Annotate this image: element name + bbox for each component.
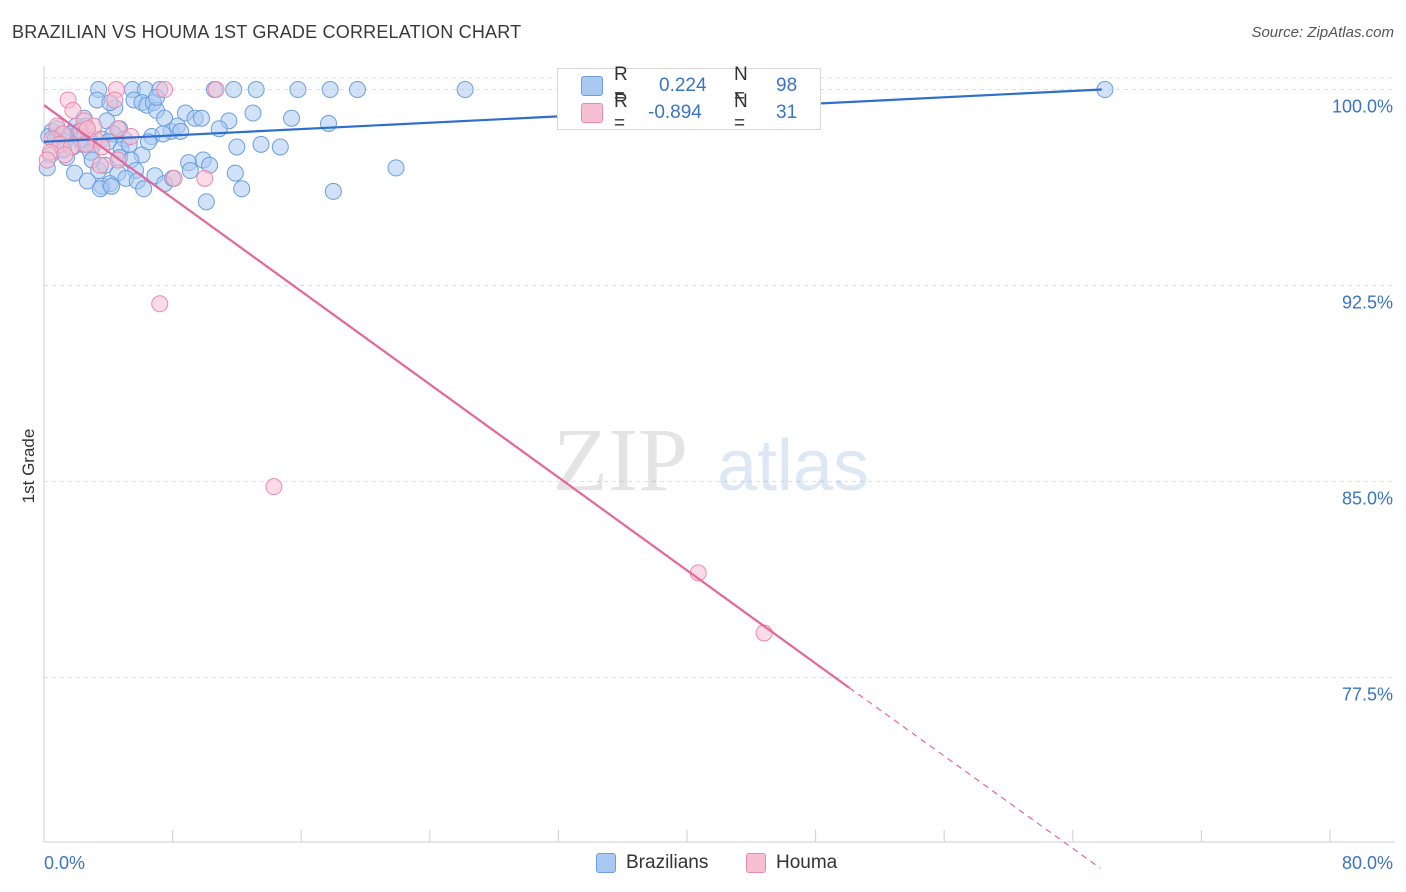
houma-point	[56, 146, 74, 164]
y-tick-label: 100.0%	[1332, 97, 1393, 117]
houma-swatch	[581, 103, 603, 123]
legend: Brazilians Houma	[0, 852, 1406, 878]
legend-label-houma: Houma	[776, 852, 838, 873]
r-label: R =	[614, 64, 628, 107]
watermark: ZIP atlas	[553, 411, 869, 510]
brazilians-point	[271, 138, 289, 156]
houma-point	[78, 120, 96, 138]
houma-points	[38, 81, 773, 642]
brazilians-point	[197, 193, 215, 211]
brazilians-legend-swatch	[596, 853, 616, 873]
y-tick-label: 77.5%	[1342, 684, 1393, 704]
n-value: 31	[776, 102, 798, 123]
houma-legend-swatch	[746, 853, 766, 873]
houma-point	[64, 101, 82, 119]
brazilians-point	[103, 177, 121, 195]
brazilians-point	[226, 164, 244, 182]
houma-point	[196, 169, 214, 187]
legend-item-houma[interactable]: Houma	[746, 852, 837, 874]
tick-labels: 100.0% 92.5% 85.0% 77.5% 0.0% 80.0%	[44, 97, 1393, 873]
brazilians-point	[324, 182, 342, 200]
brazilians-point	[244, 104, 262, 122]
brazilians-swatch	[581, 76, 603, 96]
brazilians-point	[252, 135, 270, 153]
x-tick-label-max: 80.0%	[1342, 853, 1393, 873]
houma-trend-line	[43, 104, 851, 689]
n-label: N =	[734, 64, 748, 107]
houma-point	[91, 156, 109, 174]
watermark-atlas: atlas	[717, 426, 869, 506]
brazilians-point	[228, 138, 246, 156]
brazilians-point	[247, 81, 265, 99]
brazilians-point	[387, 159, 405, 177]
brazilians-point	[154, 125, 172, 143]
brazilians-point	[233, 180, 251, 198]
brazilians-point	[283, 109, 301, 127]
brazilians-point	[348, 81, 366, 99]
x-tick-label-min: 0.0%	[44, 853, 85, 873]
legend-label-brazilians: Brazilians	[626, 852, 709, 873]
r-value: -0.894	[648, 102, 702, 123]
stats-box: R = 0.224 N = 98 R = -0.894 N = 31	[557, 64, 821, 134]
r-value: 0.224	[659, 75, 707, 96]
houma-point	[151, 295, 169, 313]
brazilians-point	[321, 81, 339, 99]
y-tick-label: 92.5%	[1342, 292, 1393, 312]
brazilians-point	[66, 164, 84, 182]
houma-trend-extension	[849, 687, 1101, 869]
y-tick-label: 85.0%	[1342, 488, 1393, 508]
houma-point	[156, 81, 174, 99]
houma-point	[106, 91, 124, 109]
y-axis-label: 1st Grade	[19, 429, 38, 504]
watermark-zip: ZIP	[553, 411, 688, 510]
brazilians-point	[172, 122, 190, 140]
brazilians-point	[181, 162, 199, 180]
houma-point	[207, 81, 225, 99]
axes	[43, 66, 1395, 843]
houma-point	[165, 169, 183, 187]
chart-title: BRAZILIAN VS HOUMA 1ST GRADE CORRELATION…	[12, 22, 522, 42]
houma-point	[38, 151, 56, 169]
houma-point	[109, 120, 127, 138]
source-label: Source: ZipAtlas.com	[1251, 24, 1394, 41]
brazilians-point	[135, 180, 153, 198]
brazilians-point	[225, 81, 243, 99]
gridlines	[44, 77, 1395, 678]
brazilians-point	[456, 81, 474, 99]
r-label: R =	[614, 91, 628, 134]
legend-item-brazilians[interactable]: Brazilians	[596, 852, 708, 874]
houma-point	[265, 478, 283, 496]
brazilians-point	[289, 81, 307, 99]
n-label: N =	[734, 91, 748, 134]
brazilians-point	[193, 109, 211, 127]
n-value: 98	[776, 75, 798, 96]
